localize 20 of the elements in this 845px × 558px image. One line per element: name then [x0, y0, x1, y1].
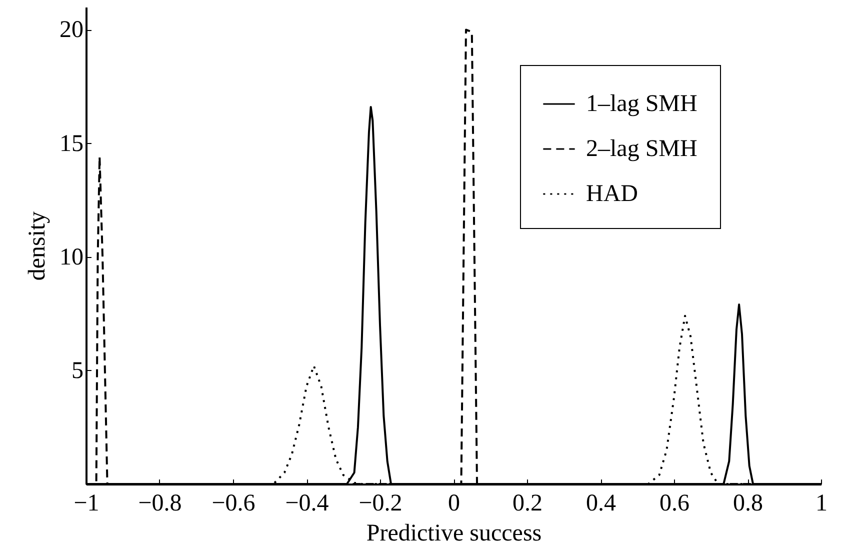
- x-tick-label: 0.2: [512, 490, 542, 516]
- y-tick-label: 10: [60, 244, 84, 270]
- x-tick-label: −0.8: [138, 490, 182, 516]
- x-tick-label: −0.4: [285, 490, 329, 516]
- x-tick-label: 1: [816, 490, 828, 516]
- x-tick-label: −1: [74, 490, 100, 516]
- legend-label: 1–lag SMH: [586, 91, 698, 117]
- legend-label: HAD: [586, 181, 638, 207]
- x-tick-label: −0.2: [358, 490, 402, 516]
- x-axis-title: Predictive success: [366, 520, 542, 546]
- y-tick-label: 5: [72, 358, 84, 384]
- y-axis-title: density: [24, 211, 50, 281]
- x-tick-label: 0: [448, 490, 460, 516]
- y-tick-label: 20: [60, 17, 84, 44]
- legend-label: 2–lag SMH: [586, 136, 698, 162]
- x-tick-label: −0.6: [212, 490, 256, 516]
- x-tick-label: 0.4: [586, 490, 616, 516]
- x-tick-label: 0.8: [733, 490, 763, 516]
- x-tick-label: 0.6: [660, 490, 690, 516]
- y-tick-label: 15: [60, 130, 84, 157]
